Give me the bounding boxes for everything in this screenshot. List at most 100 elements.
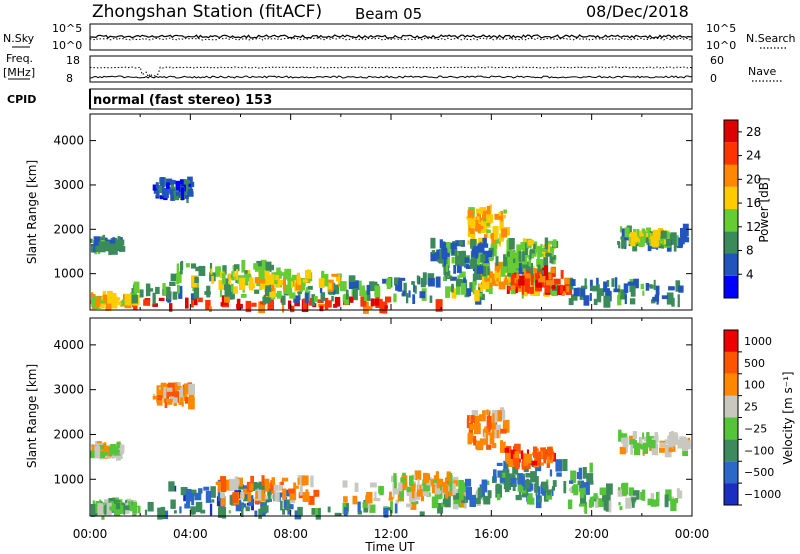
- y-tick-label-0-4000: 4000: [53, 134, 84, 148]
- heatmap-cell-1-2-47: [229, 495, 235, 505]
- heatmap-cell-0-9-39: [445, 264, 448, 272]
- heatmap-cell-1-2-13: [237, 484, 244, 490]
- heatmap-cell-0-0-40: [379, 298, 383, 311]
- heatmap-cell-0-2-3: [320, 292, 326, 301]
- heatmap-cell-1-4-23: [399, 486, 404, 497]
- heatmap-cell-0-15-58: [635, 236, 639, 241]
- heatmap-cell-0-12-48: [668, 286, 675, 291]
- heatmap-cell-1-9-40: [593, 493, 598, 500]
- heatmap-cell-0-2-43: [147, 288, 154, 292]
- heatmap-cell-0-11-54: [544, 237, 549, 250]
- heatmap-cell-1-9-21: [670, 498, 677, 512]
- heatmap-cell-0-3-10: [256, 260, 262, 270]
- heatmap-cell-0-0-23: [251, 302, 257, 307]
- heatmap-cell-0-12-36: [611, 278, 615, 287]
- heatmap-cell-1-8-58: [523, 453, 529, 466]
- heatmap-cell-1-10-7: [643, 436, 647, 442]
- heatmap-cell-0-16-59: [488, 250, 493, 258]
- heatmap-cell-0-5-53: [397, 280, 403, 292]
- heatmap-cell-1-7-32: [469, 424, 474, 430]
- heatmap-cell-0-10-45: [503, 209, 507, 214]
- heatmap-cell-1-6-25: [547, 489, 552, 496]
- heatmap-cell-0-14-56: [673, 240, 677, 252]
- heatmap-cell-0-12-21: [651, 299, 656, 304]
- heatmap-cell-0-3-3: [284, 268, 292, 280]
- heatmap-cell-1-12-3: [431, 484, 437, 494]
- heatmap-cell-0-5-43: [411, 281, 415, 285]
- nsearch-label: N.Search: [746, 32, 796, 45]
- heatmap-cell-1-3-45: [220, 491, 225, 499]
- heatmap-cell-1-13-46: [176, 385, 182, 390]
- heatmap-cell-0-1-46: [106, 301, 112, 308]
- heatmap-cell-0-8-58: [542, 263, 549, 276]
- heatmap-cell-1-2-54: [289, 504, 294, 510]
- heatmap-cell-1-8-49: [531, 460, 538, 466]
- heatmap-cell-1-3-54: [249, 483, 254, 491]
- heatmap-cell-0-15-43: [646, 236, 649, 245]
- heatmap-cell-0-0-20: [435, 299, 443, 312]
- heatmap-cell-0-14-9: [682, 223, 689, 237]
- heatmap-cell-0-11-11: [516, 244, 521, 257]
- heatmap-cell-1-3-28: [281, 477, 289, 482]
- heatmap-cell-0-3-48: [198, 265, 206, 276]
- heatmap-cell-1-3-33: [217, 481, 223, 493]
- heatmap-cell-1-9-18: [664, 494, 669, 508]
- heatmap-cell-0-13-58: [93, 240, 96, 253]
- heatmap-cell-1-10-55: [630, 439, 634, 445]
- heatmap-cell-0-11-50: [540, 247, 547, 252]
- heatmap-cell-0-2-11: [311, 294, 316, 306]
- heatmap-cell-1-6-55: [579, 480, 584, 492]
- heatmap-cell-1-4-5: [342, 480, 348, 488]
- heatmap-cell-1-7-35: [491, 429, 495, 436]
- heatmap-cell-1-0-21: [390, 501, 393, 514]
- heatmap-cell-0-5-54: [422, 272, 427, 286]
- heatmap-cell-0-12-59: [593, 298, 598, 305]
- heatmap-cell-1-4-56: [420, 489, 424, 502]
- heatmap-cell-0-0-44: [259, 304, 263, 309]
- heatmap-cell-1-8-59: [514, 451, 519, 458]
- heatmap-cell-0-5-39: [466, 288, 472, 297]
- heatmap-cell-1-7-57: [486, 444, 492, 450]
- heatmap-cell-0-17-32: [153, 187, 160, 194]
- heatmap-cell-1-4-6: [395, 499, 400, 504]
- heatmap-cell-1-3-59: [270, 494, 273, 499]
- heatmap-cell-0-0-47: [205, 299, 211, 310]
- heatmap-cell-0-10-48: [479, 207, 487, 215]
- heatmap-cell-0-0-51: [324, 297, 329, 310]
- heatmap-cell-1-12-23: [429, 479, 435, 486]
- heatmap-cell-0-0-21: [348, 296, 354, 303]
- heatmap-cell-0-9-27: [487, 262, 490, 276]
- heatmap-cell-1-6-38: [525, 473, 531, 478]
- heatmap-cell-0-9-6: [482, 263, 487, 277]
- heatmap-cell-0-16-36: [430, 237, 436, 249]
- heatmap-cell-0-15-59: [660, 230, 667, 239]
- heatmap-cell-0-0-38: [267, 299, 274, 311]
- heatmap-cell-0-16-15: [451, 256, 455, 264]
- heatmap-cell-0-4-59: [331, 273, 339, 277]
- heatmap-cell-1-2-27: [257, 483, 260, 489]
- cpid-label: CPID: [7, 93, 36, 106]
- heatmap-cell-1-4-32: [399, 495, 403, 502]
- heatmap-cell-0-16-51: [437, 254, 444, 260]
- heatmap-cell-1-3-5: [274, 491, 280, 502]
- colorbar-swatch-1-2: [724, 439, 738, 462]
- heatmap-cell-0-4-54: [274, 275, 280, 280]
- heatmap-cell-0-3-33: [170, 273, 178, 282]
- nave-label: Nave: [748, 65, 776, 78]
- heatmap-cell-1-1-42: [132, 502, 137, 514]
- heatmap-cell-1-7-51: [466, 418, 470, 429]
- heatmap-cell-1-2-30: [285, 489, 292, 497]
- heatmap-cell-0-0-50: [288, 300, 292, 309]
- heatmap-cell-0-5-30: [395, 284, 400, 291]
- heatmap-cell-0-3-37: [257, 266, 263, 271]
- heatmap-cell-0-12-26: [633, 278, 639, 289]
- heatmap-cell-1-6-56: [503, 478, 510, 490]
- heatmap-cell-0-12-2: [617, 295, 622, 306]
- heatmap-cell-1-8-43: [508, 453, 513, 467]
- heatmap-cell-0-5-34: [393, 293, 397, 303]
- nsky-label: N.Sky: [3, 32, 35, 45]
- heatmap-cell-1-7-12: [500, 440, 503, 453]
- heatmap-cell-0-11-16: [543, 253, 549, 266]
- heatmap-cell-1-10-32: [659, 447, 666, 453]
- heatmap-cell-0-13-56: [103, 242, 111, 252]
